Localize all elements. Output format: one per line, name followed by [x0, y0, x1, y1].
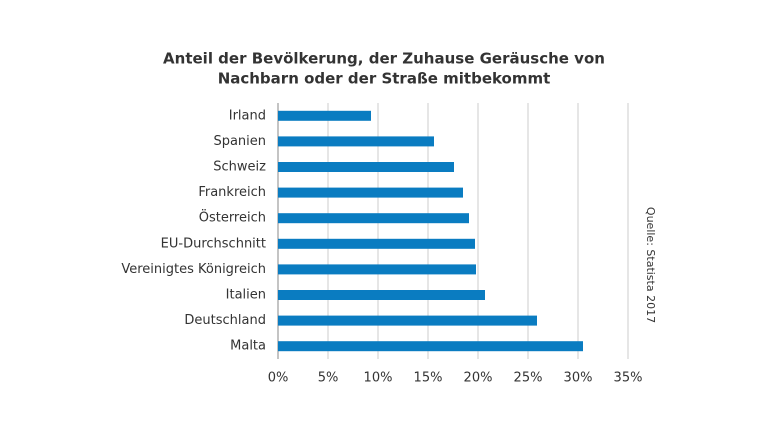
bar	[278, 162, 454, 172]
x-tick-label: 5%	[318, 371, 339, 386]
y-tick-label: Italien	[226, 288, 266, 303]
y-tick-label: EU-Durchschnitt	[161, 236, 266, 251]
y-tick-label: Irland	[229, 108, 266, 123]
x-tick-label: 30%	[564, 371, 593, 386]
bar	[278, 213, 469, 224]
bar	[278, 341, 583, 352]
bar	[278, 264, 476, 275]
bar	[278, 315, 537, 326]
source: Quelle: Statista 2017	[644, 207, 657, 323]
y-tick-label: Vereinigtes Königreich	[121, 262, 266, 277]
x-tick-label: 10%	[364, 371, 393, 386]
bar	[278, 187, 463, 198]
chart-title: Nachbarn oder der Straße mitbekommt	[218, 70, 551, 88]
y-tick-label: Österreich	[199, 209, 266, 226]
bar	[278, 290, 485, 300]
y-tick-label: Malta	[230, 339, 266, 354]
bar	[278, 238, 475, 249]
y-tick-label: Frankreich	[198, 185, 266, 200]
y-tick-label: Deutschland	[184, 313, 266, 328]
x-tick-label: 35%	[614, 371, 643, 386]
y-tick-label: Schweiz	[213, 160, 266, 175]
x-tick-label: 0%	[268, 371, 289, 386]
bar	[278, 110, 371, 121]
bar	[278, 136, 434, 147]
y-tick-label: Spanien	[213, 134, 266, 149]
x-tick-label: 20%	[464, 371, 493, 386]
x-tick-label: 25%	[514, 371, 543, 386]
chart-title: Anteil der Bevölkerung, der Zuhause Gerä…	[163, 50, 605, 68]
x-tick-label: 15%	[414, 371, 443, 386]
